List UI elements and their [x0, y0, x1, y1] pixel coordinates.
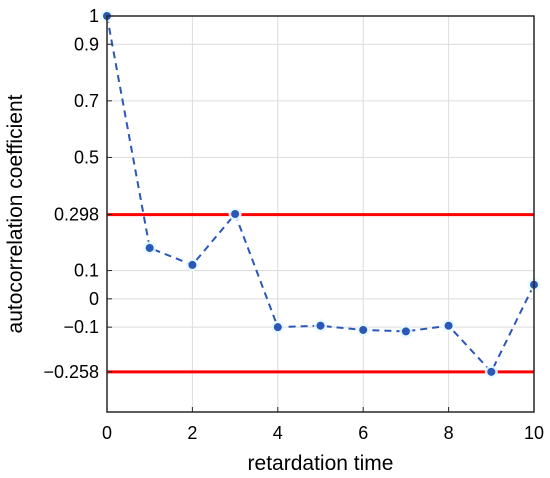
y-tick-label: 0.7: [74, 91, 99, 111]
y-tick-label: 0.9: [74, 34, 99, 54]
plot-frame: [106, 15, 535, 413]
x-tick-label: 6: [358, 423, 368, 443]
y-axis-title: autocorrelation coefficient: [4, 94, 27, 333]
data-point: [359, 325, 368, 334]
y-tick-label: −0.1: [63, 317, 99, 337]
data-point: [487, 367, 496, 376]
x-tick-label: 4: [273, 423, 283, 443]
data-point: [273, 323, 282, 332]
tick-labels: 0 2 4 6 8 10 1 0.9 0.7 0.5 0.298 0.1 0 −0.1 −0.258: [43, 6, 544, 443]
y-tick-label: 0.5: [74, 147, 99, 167]
x-axis-title: retardation time: [248, 452, 394, 475]
data-point: [401, 327, 410, 336]
x-tick-label: 10: [524, 423, 544, 443]
y-tick-label: 0: [89, 289, 99, 309]
y-tick-label: −0.258: [43, 362, 99, 382]
x-tick-label: 0: [102, 423, 112, 443]
y-tick-label: 0.1: [74, 261, 99, 281]
x-tick-label: 8: [444, 423, 454, 443]
series: [100, 9, 541, 379]
data-point: [444, 321, 453, 330]
y-tick-label: 1: [89, 6, 99, 26]
series-line: [106, 15, 535, 374]
data-point: [231, 210, 240, 218]
ticks: [106, 15, 535, 412]
y-tick-label: 0.298: [54, 205, 99, 225]
confidence-bounds: [107, 213, 534, 374]
data-point: [145, 243, 154, 252]
data-point: [188, 260, 197, 269]
data-point: [316, 321, 325, 330]
x-tick-label: 2: [187, 423, 197, 443]
